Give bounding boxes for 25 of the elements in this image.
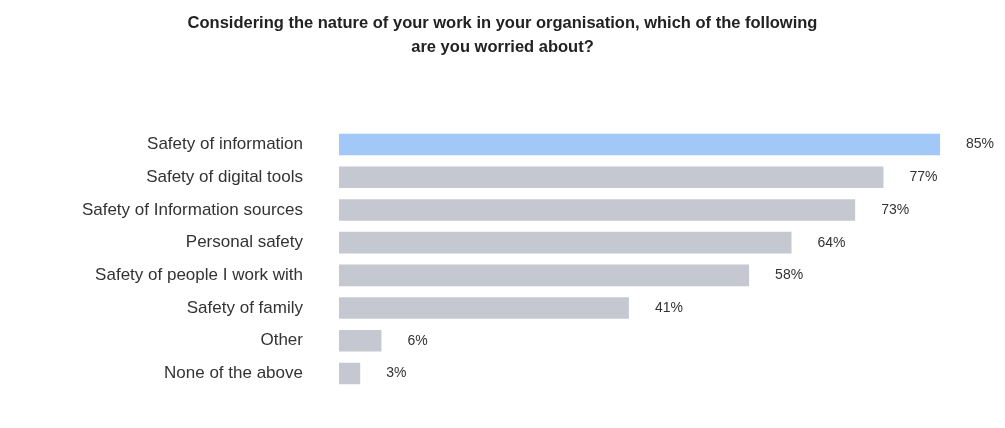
bar <box>339 133 940 156</box>
data-label: 64% <box>817 233 846 250</box>
y-tick-label: None of the above <box>164 363 303 383</box>
y-tick-label: Other <box>260 330 304 350</box>
bar <box>339 199 856 221</box>
y-tick-label: Safety of digital tools <box>146 166 303 186</box>
data-label: 3% <box>386 364 407 381</box>
y-tick-label: Personal safety <box>185 232 304 252</box>
bar <box>339 166 884 189</box>
bar <box>339 329 382 352</box>
data-label: 41% <box>654 298 683 315</box>
bar <box>339 362 361 385</box>
y-tick-label: Safety of information <box>147 134 303 154</box>
y-tick-label: Safety of Information sources <box>81 199 303 219</box>
data-label: 85% <box>966 135 995 152</box>
y-tick-label: Safety of people I work with <box>95 265 303 285</box>
data-label: 6% <box>407 331 428 348</box>
chart-title: Considering the nature of your work in your organisation, which of the following are you worried about? <box>186 12 819 57</box>
data-label: 73% <box>881 200 910 217</box>
y-tick-label: Safety of family <box>186 297 304 317</box>
bar <box>339 231 792 254</box>
bar <box>339 297 629 319</box>
data-label: 58% <box>775 266 804 283</box>
data-label: 77% <box>909 168 938 185</box>
bar <box>339 264 750 287</box>
